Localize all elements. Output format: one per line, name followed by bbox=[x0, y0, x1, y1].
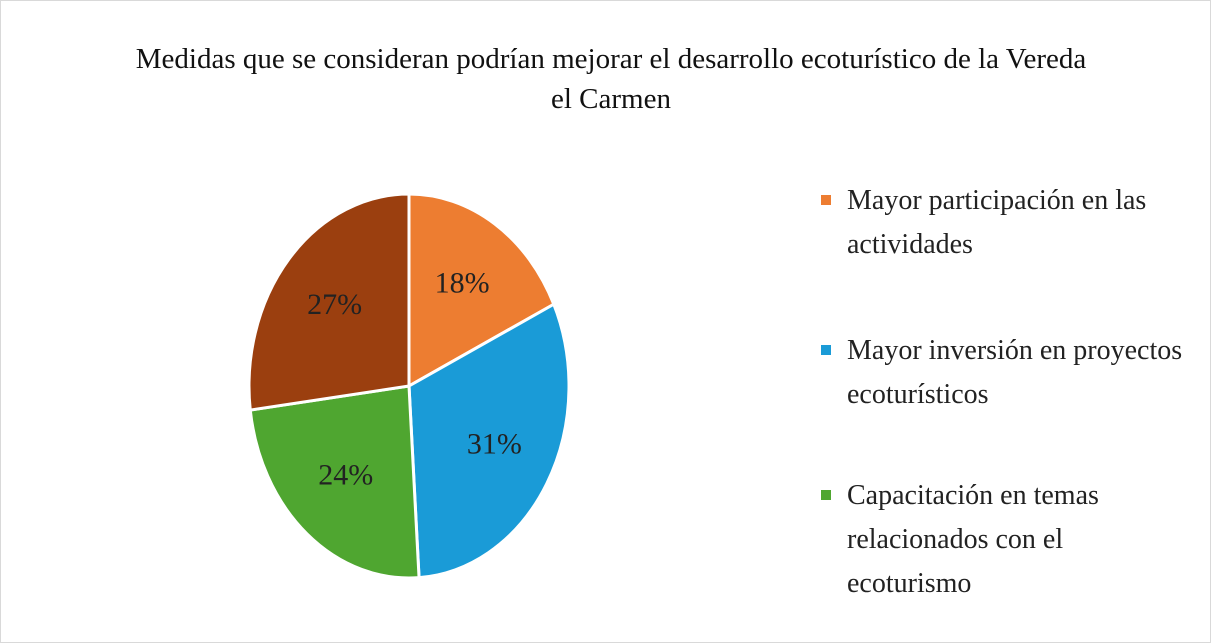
legend-key bbox=[821, 345, 831, 355]
data-label: 18% bbox=[435, 266, 490, 299]
legend-label: Mayor inversión en proyectos ecoturístic… bbox=[847, 335, 1183, 410]
data-label: 24% bbox=[318, 459, 373, 492]
chart-title: Medidas que se consideran podrían mejora… bbox=[135, 43, 1087, 115]
pie-slice bbox=[247, 192, 411, 412]
pie-slice bbox=[248, 384, 421, 580]
legend-entry: Mayor inversión en proyectos ecoturístic… bbox=[821, 329, 1193, 417]
pie-slice bbox=[407, 192, 556, 389]
legend-entry: Mayor participación en las actividades bbox=[821, 179, 1193, 267]
legend-key bbox=[821, 490, 831, 500]
legend-key bbox=[821, 195, 831, 205]
legend-label: Capacitación en temas relacionados con e… bbox=[847, 480, 1099, 599]
pie-slice bbox=[407, 302, 571, 580]
data-label: 27% bbox=[307, 288, 362, 321]
legend-entry: Capacitación en temas relacionados con e… bbox=[821, 474, 1193, 606]
data-label: 31% bbox=[467, 427, 522, 460]
legend-label: Mayor participación en las actividades bbox=[847, 185, 1147, 260]
